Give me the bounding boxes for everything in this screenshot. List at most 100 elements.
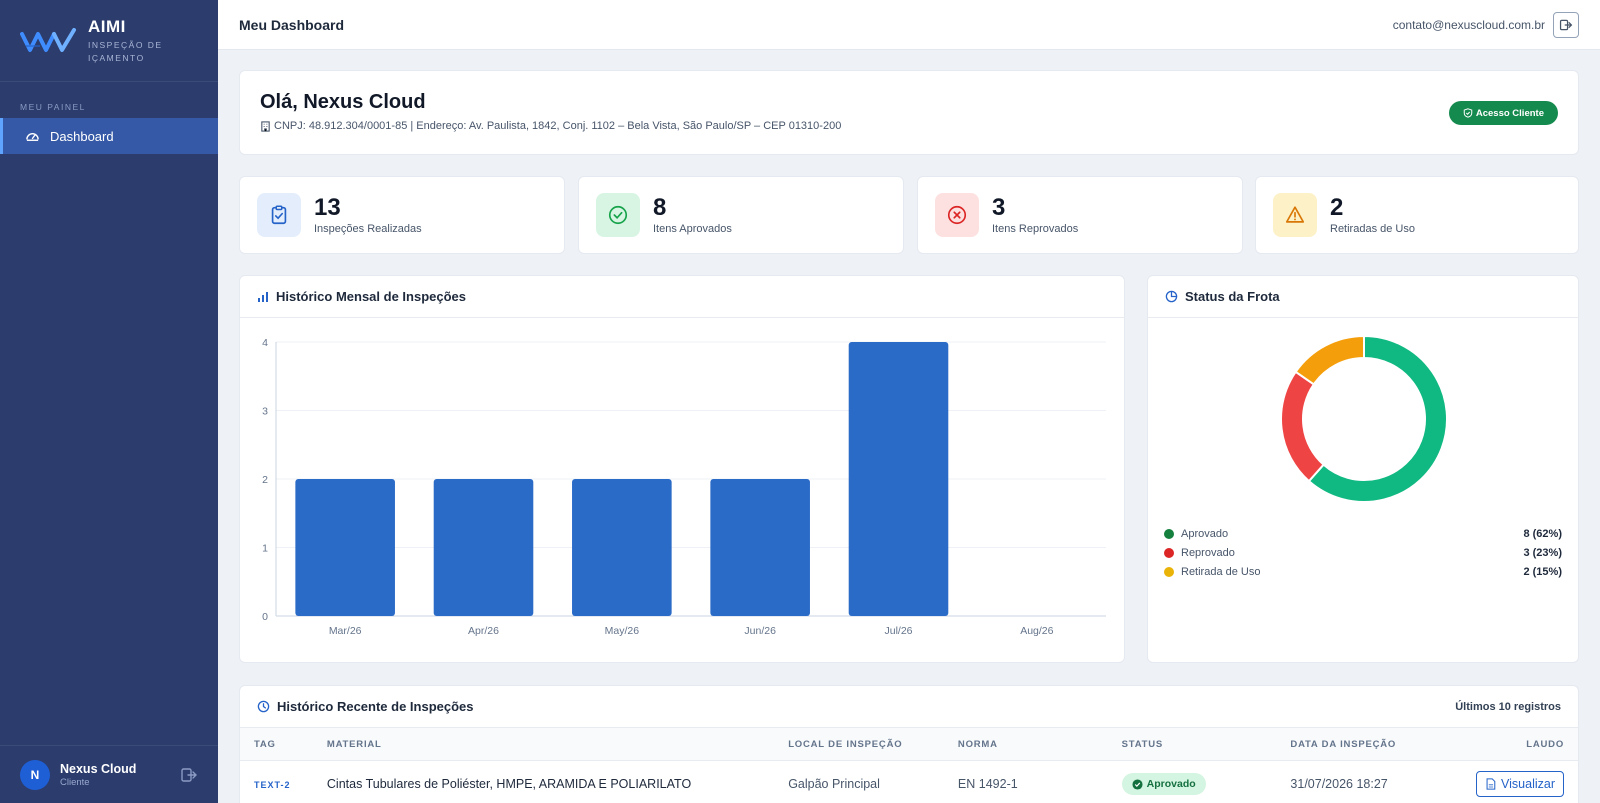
column-header[interactable]: NORMA <box>957 738 998 750</box>
stat-card-inspections: 13 Inspeções Realizadas <box>239 176 565 254</box>
stat-label: Inspeções Realizadas <box>314 223 422 235</box>
access-badge: Acesso Cliente <box>1448 101 1558 125</box>
recent-inspections-card: Histórico Recente de Inspeções Últimos 1… <box>239 685 1579 803</box>
y-tick-label: 0 <box>262 611 268 623</box>
column-header[interactable]: MATERIAL <box>326 738 382 750</box>
stat-card-rejected: 3 Itens Reprovados <box>917 176 1243 254</box>
column-header[interactable]: LOCAL DE INSPEÇÃO <box>788 738 903 750</box>
topbar: Meu Dashboard contato@nexuscloud.com.br <box>218 0 1600 50</box>
chart-title: Histórico Mensal de Inspeções <box>276 289 467 304</box>
sidebar-item-dashboard[interactable]: Dashboard <box>0 118 218 154</box>
stat-label: Itens Aprovados <box>653 223 732 235</box>
gauge-icon <box>26 132 39 141</box>
stat-label: Retiradas de Uso <box>1330 223 1415 235</box>
row-material: Cintas Tubulares de Poliéster, HMPE, ARA… <box>326 777 692 791</box>
view-report-label: Visualizar <box>1501 777 1556 791</box>
row-location: Galpão Principal <box>788 777 880 791</box>
stat-icon-box <box>1273 193 1317 237</box>
page-title: Meu Dashboard <box>239 16 345 33</box>
shield-check-icon <box>1463 108 1473 118</box>
table-header: TAG MATERIAL LOCAL DE INSPEÇÃO NORMA STA… <box>240 728 1578 761</box>
x-tick-label: May/26 <box>605 625 640 637</box>
x-tick-label: Apr/26 <box>468 625 499 637</box>
brand-subtitle-line1: INSPEÇÃO DE <box>88 39 163 50</box>
check-circle-icon <box>608 205 628 225</box>
column-header[interactable]: STATUS <box>1121 738 1164 750</box>
row-date: 31/07/2026 18:27 <box>1290 777 1388 791</box>
y-tick-label: 4 <box>262 337 268 349</box>
stat-icon-box <box>935 193 979 237</box>
view-report-button[interactable]: Visualizar <box>1476 771 1565 797</box>
status-badge: Aprovado <box>1121 773 1206 795</box>
x-tick-label: Jun/26 <box>744 625 776 637</box>
logout-button[interactable] <box>1553 11 1579 38</box>
logout-icon[interactable] <box>180 766 198 784</box>
legend-value: 3 (23%) <box>1523 546 1562 559</box>
fleet-status-card: Status da Frota Aprovado 8 (62%) Reprova… <box>1147 275 1579 663</box>
warning-icon <box>1285 206 1305 223</box>
y-tick-label: 3 <box>262 406 268 418</box>
column-header[interactable]: TAG <box>254 738 276 750</box>
stat-card-withdrawn: 2 Retiradas de Uso <box>1255 176 1579 254</box>
card-header: Histórico Recente de Inspeções Últimos 1… <box>240 686 1578 728</box>
welcome-greeting: Olá, Nexus Cloud <box>260 91 426 113</box>
table-subtitle: Últimos 10 registros <box>1455 700 1561 713</box>
card-header: Status da Frota <box>1148 276 1578 318</box>
bar-chart: 0 1 2 3 4 Mar/26 Apr/26 May/26 Jun/26 Jul/26 Aug/2… <box>262 337 1106 637</box>
bar <box>433 479 534 616</box>
file-icon <box>1486 778 1496 790</box>
column-header[interactable]: DATA DA INSPEÇÃO <box>1290 738 1397 750</box>
clipboard-check-icon <box>271 205 287 225</box>
y-tick-label: 2 <box>262 474 268 486</box>
brand-subtitle-line2: IÇAMENTO <box>88 52 145 63</box>
stat-value: 3 <box>992 194 1006 221</box>
brand[interactable]: AIMI INSPEÇÃO DE IÇAMENTO <box>0 0 218 82</box>
stat-value: 2 <box>1330 194 1344 221</box>
logout-icon <box>1559 19 1573 30</box>
bar-chart-icon <box>258 291 268 302</box>
nav-section-title: MEU PAINEL <box>20 102 86 112</box>
donut-legend: Aprovado 8 (62%) Reprovado 3 (23%) Retir… <box>1164 524 1562 581</box>
sidebar-user: N Nexus Cloud Cliente <box>0 745 218 803</box>
clock-icon <box>257 700 270 713</box>
avatar[interactable]: N <box>20 759 50 790</box>
monthly-chart-card: Histórico Mensal de Inspeções 0 1 2 3 4 Mar/2… <box>239 275 1125 663</box>
legend-label: Reprovado <box>1181 546 1235 559</box>
aimi-logo-icon <box>20 27 76 52</box>
stat-icon-box <box>596 193 640 237</box>
bar <box>572 479 672 616</box>
user-name: Nexus Cloud <box>60 761 137 776</box>
bar <box>710 479 810 616</box>
row-norm: EN 1492-1 <box>957 777 1018 791</box>
stat-icon-box <box>257 193 301 237</box>
x-tick-label: Aug/26 <box>1020 625 1053 637</box>
x-circle-icon <box>947 205 967 225</box>
x-tick-label: Mar/26 <box>329 625 362 637</box>
table-title: Histórico Recente de Inspeções <box>277 699 474 714</box>
table-row[interactable]: TEXT-2 Cintas Tubulares de Poliéster, HM… <box>240 761 1578 803</box>
check-circle-icon <box>1132 778 1143 790</box>
building-icon <box>261 120 270 132</box>
stat-card-approved: 8 Itens Aprovados <box>578 176 904 254</box>
row-tag: TEXT-2 <box>254 780 291 790</box>
x-tick-label: Jul/26 <box>884 625 912 637</box>
y-tick-label: 1 <box>262 543 268 555</box>
donut-slice <box>1280 370 1325 483</box>
stat-value: 13 <box>314 194 341 221</box>
legend-dot <box>1164 547 1174 558</box>
welcome-card: Olá, Nexus Cloud CNPJ: 48.912.304/0001-8… <box>239 70 1579 155</box>
sidebar-item-label: Dashboard <box>50 128 114 144</box>
sidebar: AIMI INSPEÇÃO DE IÇAMENTO MEU PAINEL Das… <box>0 0 218 803</box>
brand-title: AIMI <box>88 16 126 36</box>
brand-subtitle: INSPEÇÃO DE IÇAMENTO <box>88 39 163 65</box>
pie-chart-icon <box>1165 290 1178 303</box>
legend-dot <box>1164 528 1174 539</box>
legend-item: Aprovado 8 (62%) <box>1164 524 1562 543</box>
legend-value: 8 (62%) <box>1523 527 1562 540</box>
column-header[interactable]: LAUDO <box>1526 738 1565 750</box>
bar <box>295 479 395 616</box>
donut-chart <box>1280 334 1448 503</box>
legend-label: Aprovado <box>1181 527 1229 540</box>
card-header: Histórico Mensal de Inspeções <box>240 276 1124 318</box>
status-label: Aprovado <box>1146 778 1196 790</box>
